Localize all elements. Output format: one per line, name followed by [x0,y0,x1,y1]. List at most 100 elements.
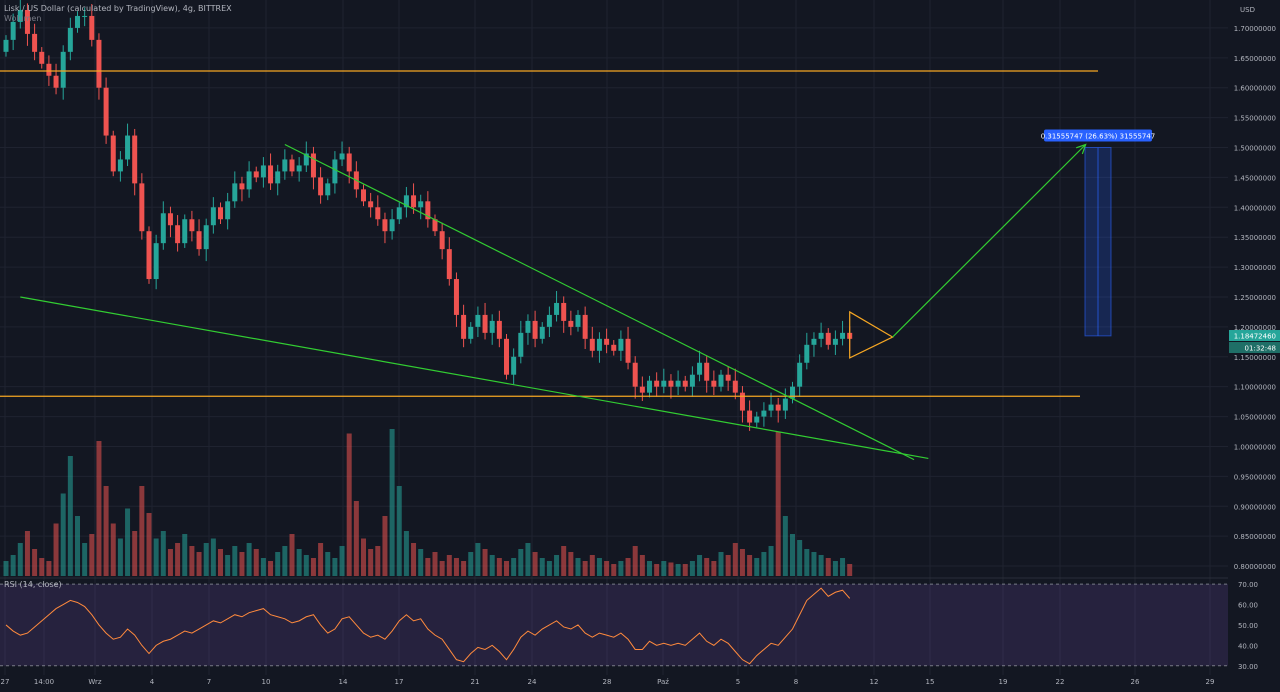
candle [704,362,710,381]
volume-bar [532,552,538,576]
volume-bar [604,561,610,576]
price-tick-label: 1.65000000 [1234,55,1276,63]
volume-bar [732,543,738,576]
candle [117,159,123,172]
volume-bar [210,538,216,576]
candle [382,219,388,232]
volume-bar [117,538,123,576]
candle [461,314,467,339]
rsi-label: RSI (14, close) [4,580,62,589]
time-axis[interactable]: 27 14:00 Wrz 4 7 10 14 17 21 24 28 Paź 5 8 12 15 19 22 26 2… [1,678,1215,686]
rsi-tick-label: 60.00 [1238,602,1258,610]
candle [310,153,316,178]
volume-bar [496,558,502,576]
candle [439,231,445,250]
volume-bar [3,561,9,576]
candle [10,21,16,40]
candle [175,225,181,244]
candle [518,332,524,357]
price-axis[interactable]: 0.80000000 0.85000000 0.90000000 0.95000000… [1234,6,1276,571]
volume-bar [396,486,402,576]
volume-bar [840,558,846,576]
volume-bar [239,552,245,576]
volume-bar [675,564,681,576]
volume-label: Wolumen [4,14,42,23]
volume-bar [382,516,388,576]
candle [246,171,252,190]
candle [103,87,109,136]
candle [146,231,152,280]
candle [546,314,552,327]
candle [296,165,302,172]
volume-bar [725,555,731,576]
volume-bar [160,531,166,576]
volume-bar [225,555,231,576]
candle [182,219,188,244]
candle [489,320,495,333]
volume-bar [203,543,209,576]
candle [561,302,567,321]
volume-bar [568,552,574,576]
volume-bars [3,429,853,576]
arrow-head [1076,143,1087,155]
volume-bar [468,552,474,576]
candle [282,159,288,172]
volume-bar [310,558,316,576]
candle [318,177,324,196]
volume-bar [682,564,688,576]
volume-bar [418,549,424,576]
candle [682,380,688,387]
volume-bar [139,486,145,576]
volume-bar [782,516,788,576]
candle [132,135,138,184]
candle [89,15,95,40]
candle [396,207,402,220]
volume-bar [582,561,588,576]
volume-bar [32,549,38,576]
volume-bar [53,523,59,576]
volume-bar [361,538,366,576]
candle [425,201,431,220]
candle [697,362,703,375]
volume-bar [847,564,853,576]
candle [554,302,560,315]
volume-bar [89,534,95,576]
candle [825,332,831,345]
volume-bar [182,534,188,576]
volume-bar [625,558,631,576]
volume-bar [232,546,238,576]
rsi-panel [0,577,1228,667]
rsi-tick-label: 50.00 [1238,622,1258,630]
candle [832,338,838,345]
drawings: 0.31555747 (26.63%) 31555747 [0,70,1155,461]
candle [453,279,459,315]
price-tick-label: 0.85000000 [1234,533,1276,541]
volume-bar [318,543,324,576]
candle [675,380,681,387]
time-tick-label: 14 [339,678,348,686]
candle [332,159,338,184]
volume-bar [268,561,274,576]
volume-bar [24,531,30,576]
volume-bar [618,561,624,576]
volume-bar [275,552,281,576]
volume-bar [797,540,803,576]
volume-bar [218,549,223,576]
candle [654,380,660,387]
candle [325,183,331,196]
volume-bar [561,546,567,576]
measure-label-bg [1044,129,1152,142]
volume-bar [389,429,395,576]
volume-bar [125,508,131,576]
volume-bar [711,561,717,576]
candle [46,63,52,76]
price-tick-label: 1.20000000 [1234,324,1276,332]
volume-bar [411,543,417,576]
volume-bar [60,493,66,576]
volume-bar [489,555,495,576]
price-tick-label: 1.70000000 [1234,25,1276,33]
volume-bar [589,555,595,576]
volume-bar [153,538,159,576]
